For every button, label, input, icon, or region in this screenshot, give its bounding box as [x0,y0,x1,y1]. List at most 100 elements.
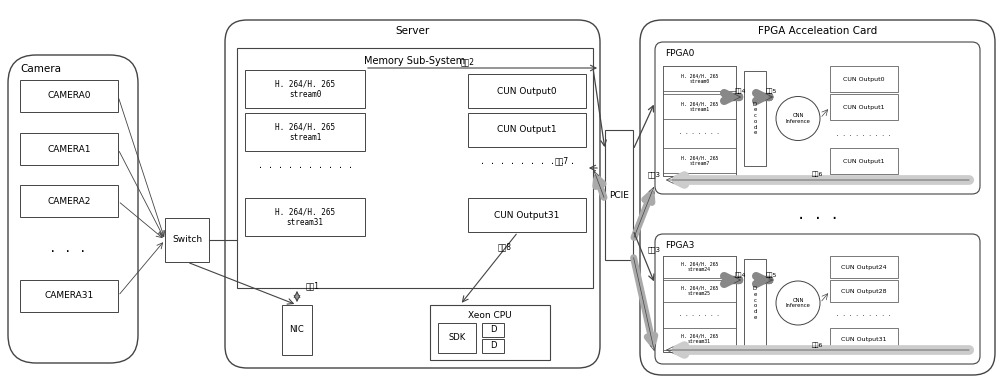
Bar [744,259,766,347]
Text: . . .: . . . [49,242,87,255]
Text: . . . . . . . . . .: . . . . . . . . . . [480,157,574,166]
Text: CUN Output0: CUN Output0 [843,77,885,82]
Bar [482,323,504,337]
Text: . . .: . . . [797,208,838,222]
Bar [663,256,736,278]
Text: H. 264/H. 265
stream24: H. 264/H. 265 stream24 [681,262,718,272]
Text: CAMERA31: CAMERA31 [44,291,94,301]
Text: H. 264/H. 265
stream7: H. 264/H. 265 stream7 [681,155,718,166]
Text: FPGA3: FPGA3 [665,240,694,250]
Text: CUN Output28: CUN Output28 [841,288,887,293]
Bar [605,130,633,260]
Text: Xeon CPU: Xeon CPU [468,311,512,320]
Text: D: D [490,341,496,351]
Text: 流程6: 流程6 [812,342,823,348]
Text: H. 264/H. 265
stream31: H. 264/H. 265 stream31 [275,207,335,227]
Text: 流程3: 流程3 [648,247,661,253]
Text: CAMERA1: CAMERA1 [47,144,91,154]
Text: Server: Server [395,26,430,36]
Text: CUN Output31: CUN Output31 [841,336,887,341]
Text: PCIE: PCIE [609,190,629,200]
Text: CUN Output1: CUN Output1 [843,104,885,109]
Text: D
e
c
o
d
e: D e c o d e [753,101,757,136]
Text: SDK: SDK [448,333,466,343]
Text: CUN Output1: CUN Output1 [843,158,885,163]
Text: CUN Output31: CUN Output31 [494,210,560,219]
Bar [468,74,586,108]
Bar [830,280,898,302]
Text: CNN
Inference: CNN Inference [786,298,810,308]
Text: H. 264/H. 265
stream0: H. 264/H. 265 stream0 [681,73,718,84]
Text: FPGA Acceleation Card: FPGA Acceleation Card [758,26,877,36]
Bar [20,280,118,312]
Text: Memory Sub-System: Memory Sub-System [364,56,466,66]
Bar [430,305,550,360]
Bar [20,133,118,165]
Text: 流程1: 流程1 [306,282,320,290]
Text: H. 264/H. 265
stream0: H. 264/H. 265 stream0 [275,79,335,99]
Bar [663,66,736,91]
Bar [245,113,365,151]
Bar [245,70,365,108]
Text: D
e
c
o
d
e: D e c o d e [753,286,757,320]
Circle shape [776,96,820,141]
Text: FPGA0: FPGA0 [665,48,694,58]
FancyBboxPatch shape [655,42,980,194]
Bar [20,80,118,112]
Circle shape [776,281,820,325]
Text: . . . . . . . . .: . . . . . . . . . [836,312,892,317]
Text: NIC: NIC [290,325,304,335]
Bar [663,94,736,119]
Bar [20,185,118,217]
Text: H. 264/H. 265
stream31: H. 264/H. 265 stream31 [681,334,718,344]
Text: 流程2: 流程2 [460,58,475,67]
FancyBboxPatch shape [655,234,980,364]
Bar [744,71,766,166]
Bar [245,198,365,236]
Bar [830,66,898,92]
Bar [663,148,736,173]
Bar [468,113,586,147]
Bar [830,148,898,174]
Text: 流程5: 流程5 [765,88,777,94]
Text: . . . . . . .: . . . . . . . [679,312,720,317]
Text: 流程5: 流程5 [765,272,777,278]
Bar [165,218,209,262]
Bar [663,280,736,302]
Text: . . . . . . .: . . . . . . . [679,131,720,136]
Bar [438,323,476,353]
Text: Switch: Switch [172,235,202,245]
Text: Camera: Camera [20,64,61,74]
Bar [830,256,898,278]
Bar [482,339,504,353]
Bar [282,305,312,355]
FancyBboxPatch shape [640,20,995,375]
Text: 流程6: 流程6 [812,171,823,177]
FancyBboxPatch shape [225,20,600,368]
Text: 流程4: 流程4 [734,88,746,94]
Text: . . . . . . . . .: . . . . . . . . . [836,133,892,138]
Text: 流程4: 流程4 [734,272,746,278]
Text: . . . . . . . . . .: . . . . . . . . . . [258,160,352,170]
Bar [830,328,898,350]
Bar [237,48,593,288]
Text: H. 264/H. 265
stream1: H. 264/H. 265 stream1 [681,101,718,112]
Bar [468,198,586,232]
Text: CAMERA0: CAMERA0 [47,91,91,101]
Bar [830,94,898,120]
FancyBboxPatch shape [8,55,138,363]
Bar [663,66,736,176]
Bar [663,328,736,350]
Text: H. 264/H. 265
stream1: H. 264/H. 265 stream1 [275,122,335,142]
Text: H. 264/H. 265
stream25: H. 264/H. 265 stream25 [681,286,718,296]
Text: CAMERA2: CAMERA2 [47,197,91,205]
Bar [663,256,736,352]
Text: 流程3: 流程3 [648,172,661,178]
Text: CUN Output1: CUN Output1 [497,125,557,134]
Text: CUN Output24: CUN Output24 [841,264,887,269]
Text: CNN
Inference: CNN Inference [786,113,810,124]
Text: 流程7: 流程7 [555,157,569,165]
Text: CUN Output0: CUN Output0 [497,86,557,96]
Text: D: D [490,325,496,335]
Text: 流程8: 流程8 [498,242,512,251]
